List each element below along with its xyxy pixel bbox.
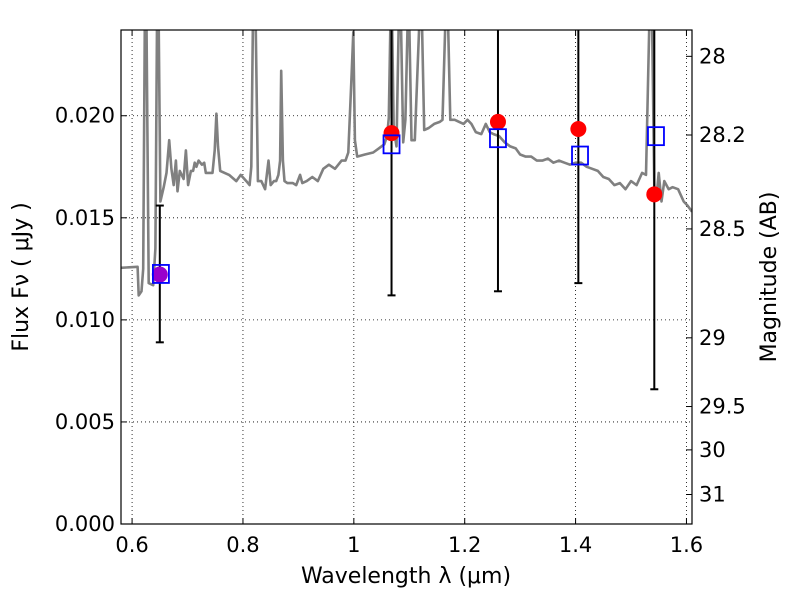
y-tick-label: 0.000 [55,512,115,536]
model-sed-line [121,30,692,297]
y2-tick-label: 30 [699,438,726,462]
y2-tick-label: 29.5 [699,395,746,419]
x-tick-label: 0.6 [115,533,148,557]
y-axis-title: Flux Fν ( μJy ) [9,202,34,351]
x-tick-label: 1.6 [670,533,703,557]
y2-axis-title: Magnitude (AB) [757,192,782,363]
y-tick-label: 0.020 [55,104,115,128]
observed-flux-point [151,266,168,283]
marker-layer [151,113,665,284]
model-flux-square [382,134,401,155]
tick-marks [121,30,692,525]
model-flux-square [489,128,507,149]
x-tick-label: 1 [347,533,360,557]
model-flux-square [571,145,589,166]
y2-tick-label: 29 [699,326,726,350]
x-tick-label: 1.2 [448,533,481,557]
plot-area [121,30,692,391]
x-tick-label: 1.4 [559,533,592,557]
y-tick-label: 0.010 [55,308,115,332]
x-tick-label: 0.8 [226,533,259,557]
observed-flux-point [570,121,587,138]
x-axis-title: Wavelength λ (μm) [301,564,511,589]
y-tick-label: 0.015 [55,206,115,230]
model-flux-square [152,264,170,284]
y2-tick-label: 28 [699,44,726,68]
observed-flux-point [646,186,663,203]
plot-frame [120,29,693,525]
line-layer [121,30,692,297]
observed-flux-point [489,113,506,130]
y2-tick-label: 28.5 [699,217,746,241]
observed-flux-point [383,125,400,142]
model-flux-square [647,126,665,147]
y2-tick-label: 28.2 [699,123,746,147]
errorbar-layer [155,30,659,391]
tick-labels: 0.6 0.8 1 1.2 1.4 1.6 0.000 0.005 0.010 0.015 0.02… [55,44,746,557]
y-tick-label: 0.005 [55,410,115,434]
y2-tick-label: 31 [699,482,726,506]
